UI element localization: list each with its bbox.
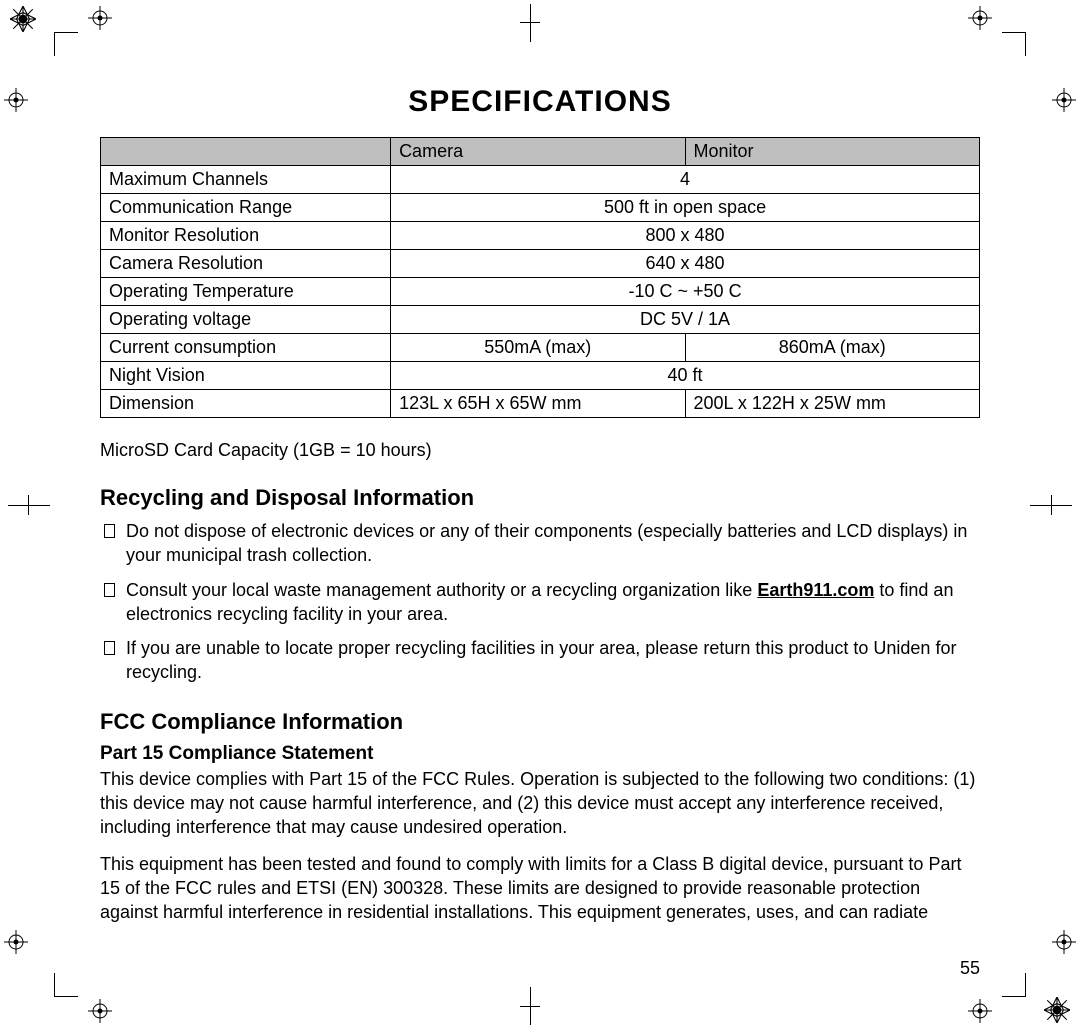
table-row: Dimension 123L x 65H x 65W mm 200L x 122… [101, 390, 980, 418]
spec-label: Operating Temperature [101, 278, 391, 306]
list-item: Consult your local waste management auth… [100, 578, 980, 627]
spec-label: Maximum Channels [101, 166, 391, 194]
spec-value: -10 C ~ +50 C [391, 278, 980, 306]
table-row: Camera Resolution 640 x 480 [101, 250, 980, 278]
spec-value: 40 ft [391, 362, 980, 390]
table-row: Maximum Channels 4 [101, 166, 980, 194]
tick-mark [530, 4, 531, 42]
registration-mark-icon [4, 930, 28, 954]
tick-mark [28, 495, 29, 515]
tick-mark [520, 22, 540, 23]
crop-mark-bl [54, 973, 78, 997]
microsd-note: MicroSD Card Capacity (1GB = 10 hours) [100, 440, 980, 461]
recycling-list: Do not dispose of electronic devices or … [100, 519, 980, 685]
table-header-row: Camera Monitor [101, 138, 980, 166]
spec-value: 800 x 480 [391, 222, 980, 250]
table-header-camera: Camera [391, 138, 685, 166]
registration-mark-icon [1052, 930, 1076, 954]
spec-label: Operating voltage [101, 306, 391, 334]
registration-mark-icon [1052, 88, 1076, 112]
list-item: If you are unable to locate proper recyc… [100, 636, 980, 685]
spec-value-monitor: 200L x 122H x 25W mm [685, 390, 979, 418]
tick-mark [1051, 495, 1052, 515]
spec-value: 500 ft in open space [391, 194, 980, 222]
spec-value: 640 x 480 [391, 250, 980, 278]
table-header-blank [101, 138, 391, 166]
specifications-table: Camera Monitor Maximum Channels 4 Commun… [100, 137, 980, 418]
starburst-icon [1044, 997, 1070, 1023]
table-row: Monitor Resolution 800 x 480 [101, 222, 980, 250]
registration-mark-icon [88, 6, 112, 30]
list-item: Do not dispose of electronic devices or … [100, 519, 980, 568]
spec-label: Current consumption [101, 334, 391, 362]
spec-label: Dimension [101, 390, 391, 418]
spec-value-camera: 550mA (max) [391, 334, 685, 362]
bullet-text: Consult your local waste management auth… [126, 580, 757, 600]
bullet-text: Do not dispose of electronic devices or … [126, 521, 967, 565]
fcc-heading: FCC Compliance Information [100, 709, 980, 735]
spec-value: 4 [391, 166, 980, 194]
registration-mark-icon [4, 88, 28, 112]
page-number: 55 [960, 958, 980, 979]
spec-label: Communication Range [101, 194, 391, 222]
spec-value-camera: 123L x 65H x 65W mm [391, 390, 685, 418]
starburst-icon [10, 6, 36, 32]
table-header-monitor: Monitor [685, 138, 979, 166]
table-row: Communication Range 500 ft in open space [101, 194, 980, 222]
registration-mark-icon [968, 6, 992, 30]
table-row: Operating Temperature -10 C ~ +50 C [101, 278, 980, 306]
spec-label: Monitor Resolution [101, 222, 391, 250]
fcc-subheading: Part 15 Compliance Statement [100, 743, 980, 765]
registration-mark-icon [968, 999, 992, 1023]
table-row: Night Vision 40 ft [101, 362, 980, 390]
bullet-text: If you are unable to locate proper recyc… [126, 638, 956, 682]
recycling-heading: Recycling and Disposal Information [100, 485, 980, 511]
fcc-paragraph: This equipment has been tested and found… [100, 852, 980, 925]
spec-label: Night Vision [101, 362, 391, 390]
tick-mark [8, 505, 50, 506]
page-content: SPECIFICATIONS Camera Monitor Maximum Ch… [100, 85, 980, 979]
crop-mark-tr [1002, 32, 1026, 56]
tick-mark [520, 1006, 540, 1007]
table-row: Current consumption 550mA (max) 860mA (m… [101, 334, 980, 362]
crop-mark-br [1002, 973, 1026, 997]
table-row: Operating voltage DC 5V / 1A [101, 306, 980, 334]
page-title: SPECIFICATIONS [100, 85, 980, 119]
spec-label: Camera Resolution [101, 250, 391, 278]
spec-value: DC 5V / 1A [391, 306, 980, 334]
spec-value-monitor: 860mA (max) [685, 334, 979, 362]
registration-mark-icon [88, 999, 112, 1023]
earth911-link[interactable]: Earth911.com [757, 580, 874, 600]
fcc-paragraph: This device complies with Part 15 of the… [100, 767, 980, 840]
crop-mark-tl [54, 32, 78, 56]
